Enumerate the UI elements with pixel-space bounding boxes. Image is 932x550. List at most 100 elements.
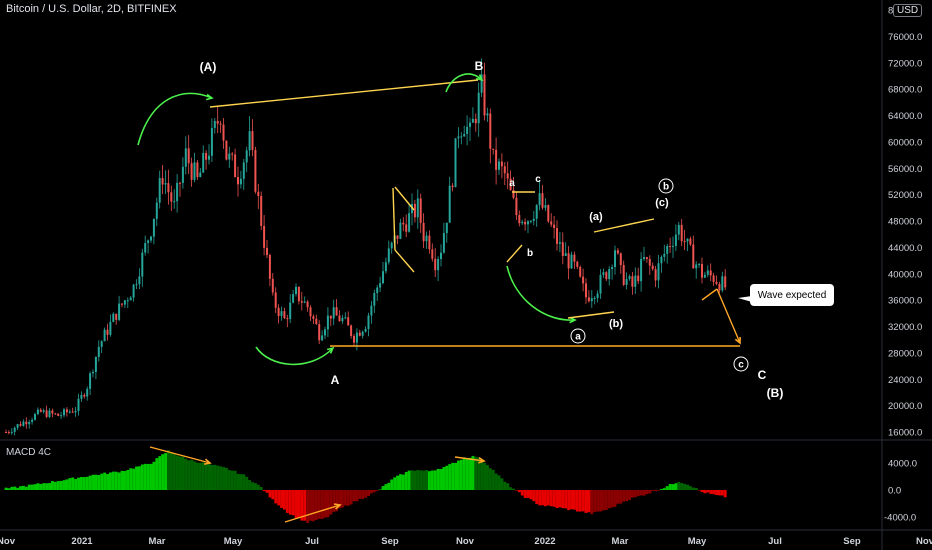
wave-label-b-circled: b: [663, 182, 669, 193]
candle-body: [315, 318, 318, 325]
candle-body: [689, 238, 692, 245]
macd-bar: [10, 486, 14, 490]
currency-badge[interactable]: USD: [893, 4, 923, 17]
macd-bar: [404, 471, 408, 490]
candle-body: [326, 315, 329, 330]
macd-bar: [245, 476, 249, 490]
candle-body: [399, 222, 402, 239]
macd-bar: [689, 486, 692, 490]
arrowhead: [203, 458, 212, 465]
candle-body: [434, 258, 437, 271]
candle-body: [466, 126, 469, 134]
macd-bar: [570, 490, 573, 510]
macd-bar: [164, 453, 167, 490]
macd-bar: [149, 463, 153, 490]
candle-body: [199, 172, 202, 178]
candle-body: [547, 205, 550, 222]
macd-bar: [457, 460, 460, 490]
macd-bar: [280, 490, 283, 508]
candle-body: [535, 205, 538, 219]
macd-bar: [30, 484, 34, 490]
candle-body: [80, 394, 83, 399]
candle-body: [680, 224, 683, 242]
macd-bar: [4, 487, 8, 490]
time-tick-label: Mar: [149, 536, 166, 547]
candle-body: [173, 201, 176, 203]
macd-bar: [68, 478, 72, 490]
wave-label-c-paren: (c): [655, 197, 669, 209]
green-arrow-B: [445, 73, 483, 93]
candle-body: [297, 286, 300, 302]
macd-bar: [126, 469, 130, 490]
macd-bar: [59, 480, 63, 490]
corr-line: [394, 186, 415, 211]
macd-bar: [491, 469, 495, 490]
price-tick-label: 40000.0: [888, 269, 922, 280]
candle-body: [306, 301, 309, 308]
macd-bar: [401, 474, 405, 490]
macd-bar: [668, 483, 672, 490]
candle-body: [309, 307, 312, 317]
candle-body: [202, 152, 205, 173]
macd-bar: [271, 490, 275, 500]
candle-body: [312, 316, 315, 319]
macd-bar: [616, 490, 620, 504]
macd-bar: [430, 470, 434, 490]
macd-bar: [16, 487, 20, 490]
price-tick-label: 44000.0: [888, 243, 922, 254]
candle-body: [109, 321, 112, 335]
candle-body: [605, 272, 608, 280]
macd-bar: [546, 490, 550, 506]
candle-body: [521, 221, 524, 224]
macd-bar: [364, 490, 368, 498]
candle-body: [567, 253, 570, 269]
price-tick-label: 64000.0: [888, 111, 922, 122]
macd-bar: [587, 490, 591, 513]
candle-body: [263, 225, 266, 248]
macd-bar: [361, 490, 365, 499]
candle-body: [616, 250, 619, 254]
macd-bar: [13, 486, 17, 490]
candle-body: [193, 162, 196, 180]
macd-bar: [236, 473, 240, 490]
candle-body: [373, 293, 376, 306]
candle-body: [361, 331, 364, 336]
candle-body: [527, 221, 529, 225]
macd-bar: [529, 490, 533, 500]
macd-bar: [187, 460, 191, 490]
candle-body: [564, 253, 567, 257]
macd-bar: [433, 470, 437, 490]
macd-bar: [497, 475, 501, 490]
candle-body: [161, 178, 164, 185]
macd-bar: [227, 470, 231, 490]
corr-line: [392, 187, 396, 251]
candle-body: [469, 122, 471, 127]
candle-body: [39, 409, 42, 412]
macd-bar: [320, 490, 324, 519]
macd-bar: [378, 489, 382, 490]
candle-body: [196, 162, 199, 178]
macd-bar: [158, 456, 162, 490]
candle-body: [483, 74, 486, 116]
price-tick-label: 72000.0: [888, 58, 922, 69]
candle-body: [408, 213, 411, 232]
candle-body: [239, 178, 242, 185]
macd-bar: [219, 466, 223, 490]
candle-body: [74, 410, 77, 413]
candle-body: [405, 224, 408, 232]
macd-bar: [329, 490, 333, 515]
candle-body: [179, 182, 181, 184]
candle-body: [213, 120, 216, 129]
candle-body: [657, 263, 660, 281]
macd-bar: [628, 490, 631, 500]
macd-bar: [114, 471, 118, 490]
candle-body: [65, 409, 68, 413]
candle-body: [36, 409, 39, 415]
macd-tick-label: 0.0: [888, 486, 901, 497]
candle-body: [579, 266, 582, 277]
macd-bar: [338, 490, 341, 509]
price-tick-label: 56000.0: [888, 164, 922, 175]
candle-body: [512, 190, 515, 198]
macd-bar: [567, 490, 571, 511]
